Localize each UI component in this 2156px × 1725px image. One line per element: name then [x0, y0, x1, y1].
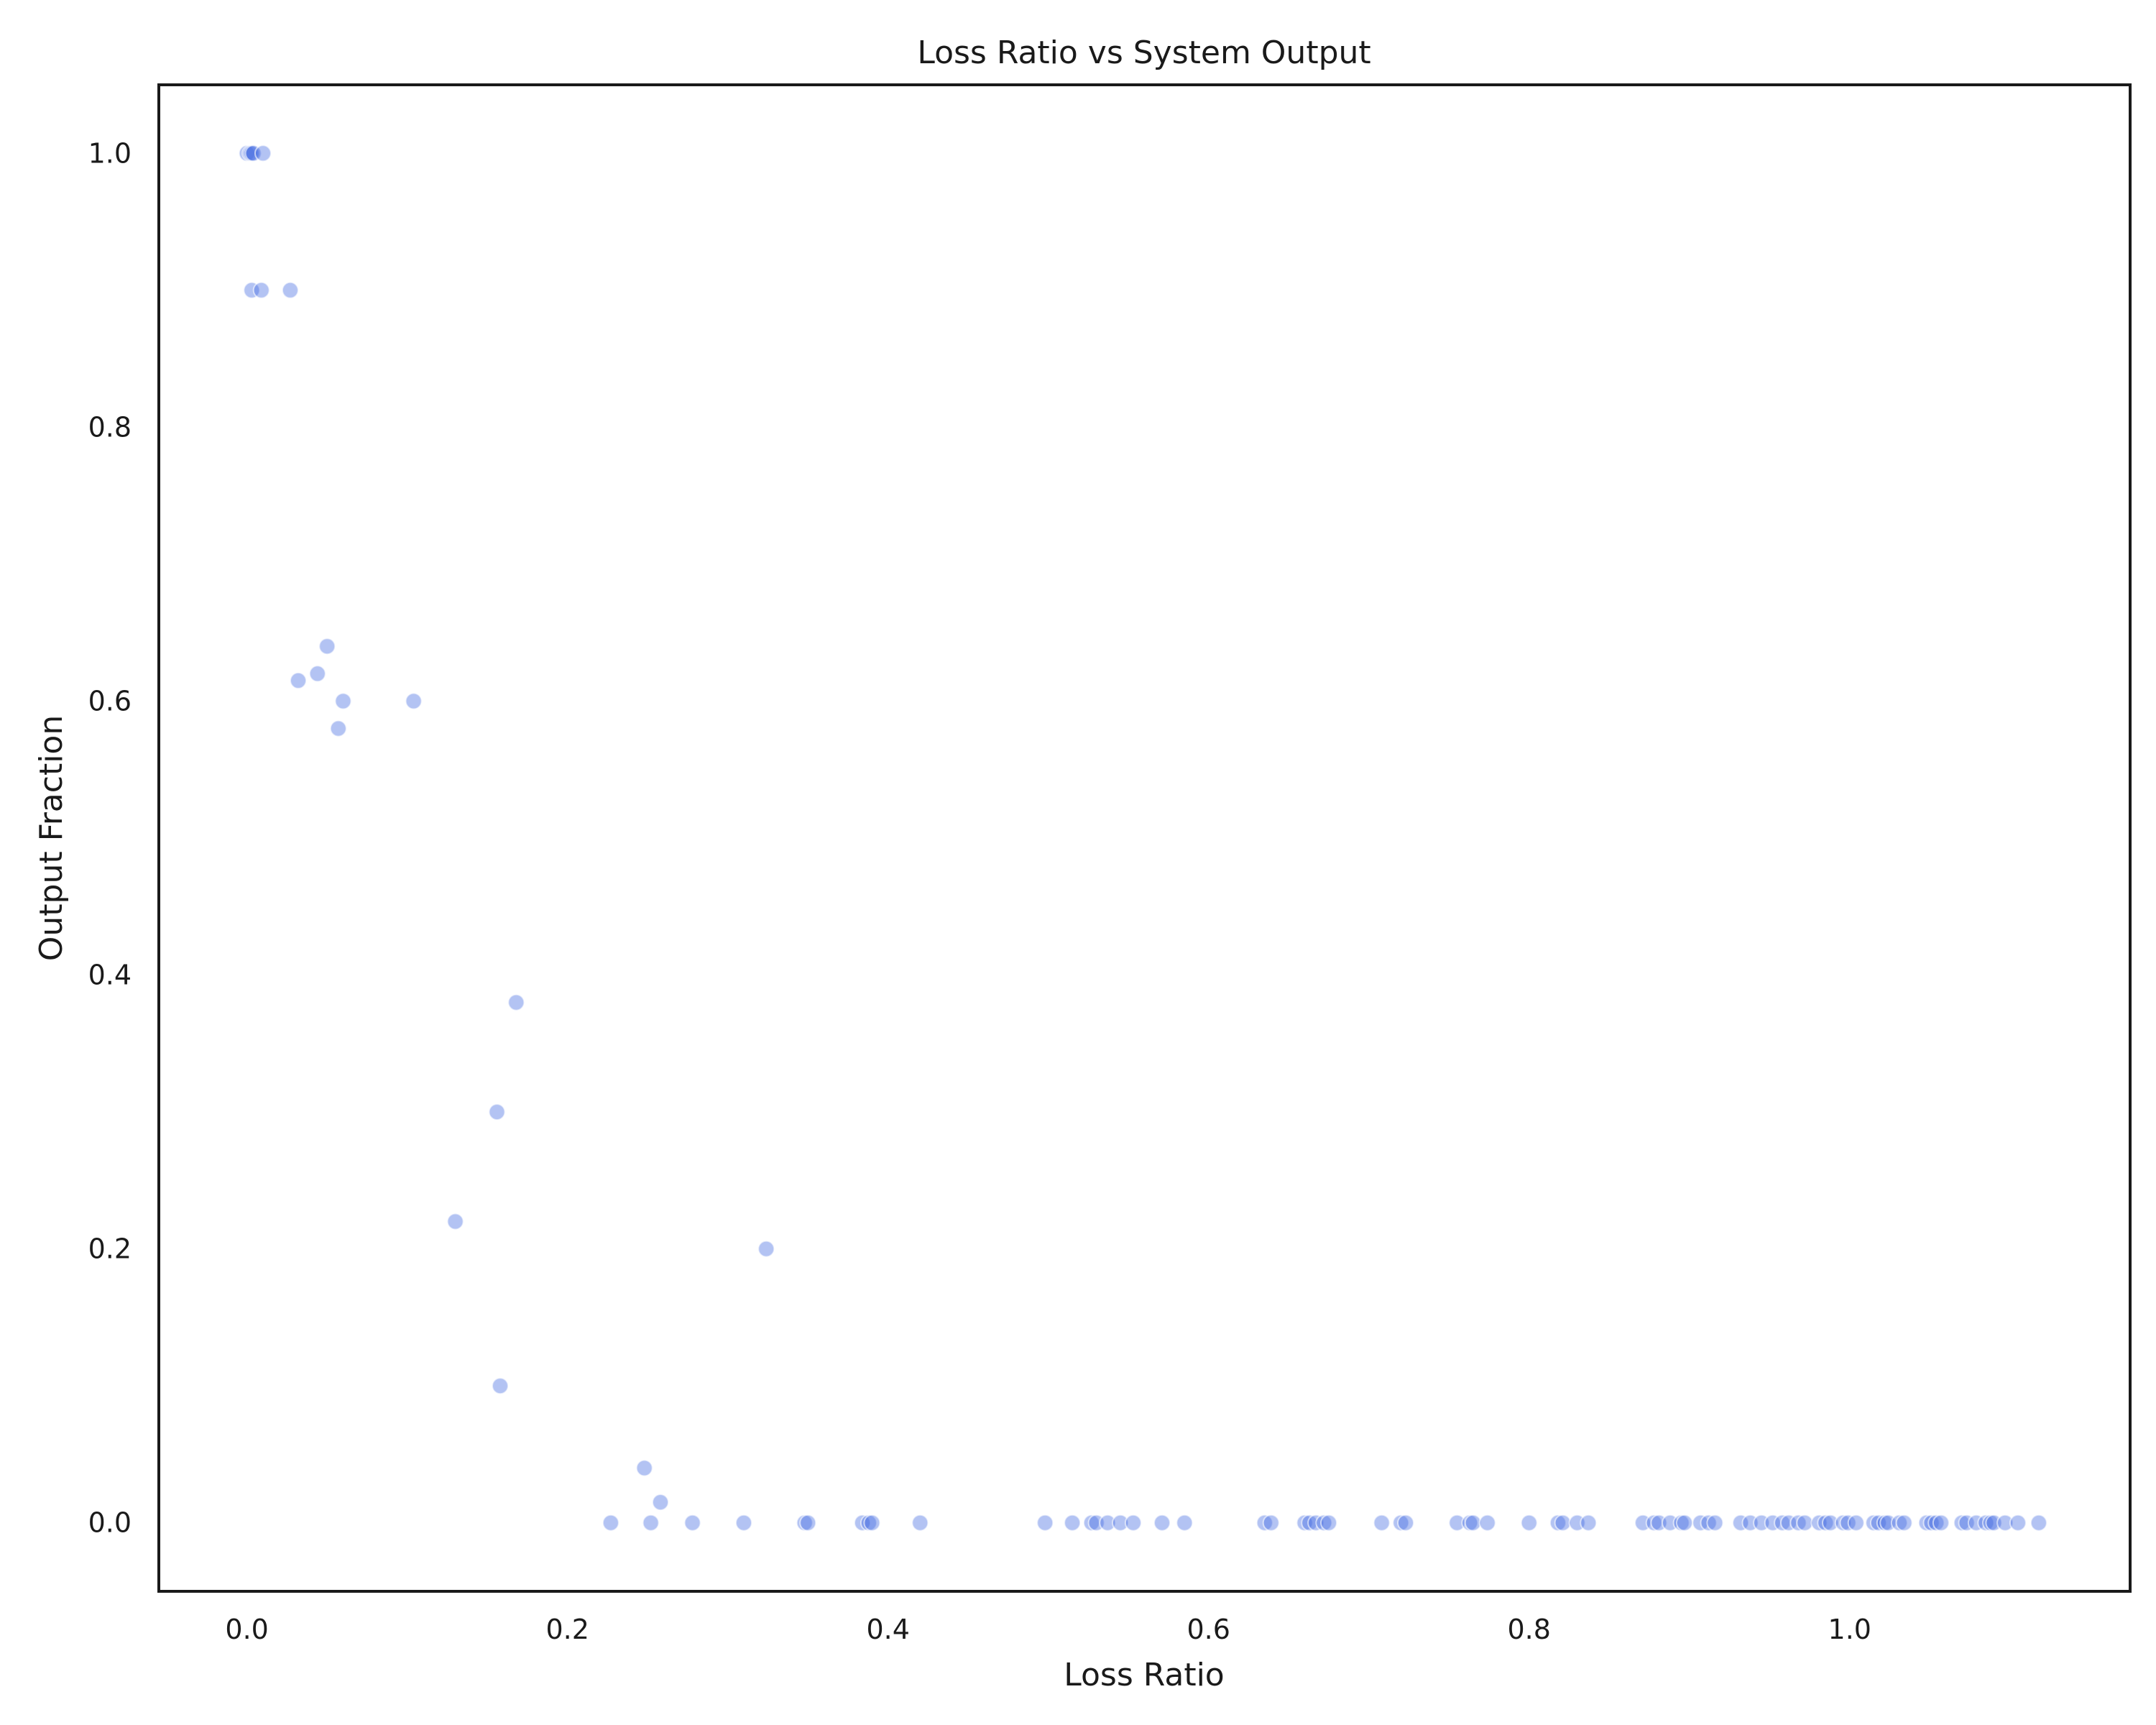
y-tick-label: 0.0: [88, 1507, 132, 1539]
y-tick-label: 0.4: [88, 960, 132, 991]
data-point: [507, 993, 525, 1011]
data-point: [1834, 1514, 1852, 1532]
data-point: [1262, 1514, 1280, 1532]
y-axis-label: Output Fraction: [33, 715, 70, 961]
data-point: [1706, 1514, 1724, 1532]
data-point: [252, 281, 270, 299]
data-point: [1700, 1514, 1718, 1532]
data-point: [405, 692, 423, 710]
data-point: [1676, 1514, 1693, 1532]
x-tick-label: 0.2: [545, 1614, 589, 1645]
data-point: [254, 144, 272, 162]
data-point: [244, 144, 262, 162]
y-tick-label: 0.8: [88, 411, 132, 443]
data-point: [799, 1514, 817, 1532]
data-point: [1967, 1514, 1985, 1532]
data-point: [1256, 1514, 1273, 1532]
data-point: [1732, 1514, 1750, 1532]
data-point: [1301, 1514, 1319, 1532]
data-point: [863, 1514, 881, 1532]
data-point: [635, 1459, 653, 1477]
data-point: [446, 1213, 464, 1230]
y-tick-label: 0.6: [88, 685, 132, 717]
data-point: [1580, 1514, 1598, 1532]
x-tick-label: 0.0: [225, 1614, 268, 1645]
data-point: [1099, 1514, 1117, 1532]
data-point: [1927, 1514, 1945, 1532]
data-point: [1373, 1514, 1391, 1532]
data-point: [1847, 1514, 1865, 1532]
x-tick-label: 0.6: [1187, 1614, 1230, 1645]
data-point: [1112, 1514, 1129, 1532]
data-point: [290, 671, 307, 689]
data-point: [318, 638, 336, 656]
x-axis-label: Loss Ratio: [1064, 1657, 1224, 1693]
data-point: [488, 1103, 506, 1121]
data-point: [683, 1514, 701, 1532]
data-point: [1397, 1514, 1414, 1532]
x-tick-label: 0.4: [866, 1614, 909, 1645]
data-point: [1822, 1514, 1839, 1532]
data-point: [652, 1494, 669, 1512]
x-tick-label: 1.0: [1828, 1614, 1871, 1645]
data-point: [334, 692, 352, 710]
data-point: [243, 281, 261, 299]
data-point: [1789, 1514, 1807, 1532]
data-point: [1124, 1514, 1142, 1532]
data-point: [1953, 1514, 1971, 1532]
data-point: [329, 719, 347, 737]
data-point: [2009, 1514, 2027, 1532]
data-point: [1464, 1514, 1482, 1532]
y-axis-ticks: 0.0 0.2 0.4 0.6 0.8 1.0: [88, 137, 132, 1538]
x-axis-ticks: 0.0 0.2 0.4 0.6 0.8 1.0: [225, 1614, 1871, 1645]
data-point: [1554, 1514, 1572, 1532]
data-point: [1932, 1514, 1950, 1532]
data-point: [1817, 1514, 1835, 1532]
data-point: [1958, 1514, 1976, 1532]
data-point: [492, 1377, 509, 1395]
y-tick-label: 1.0: [88, 137, 132, 169]
data-point: [1153, 1514, 1171, 1532]
data-point: [1478, 1514, 1496, 1532]
data-point: [1917, 1514, 1935, 1532]
data-point: [642, 1514, 660, 1532]
data-point: [1890, 1514, 1908, 1532]
chart-title: Loss Ratio vs System Output: [917, 34, 1370, 71]
data-point: [602, 1514, 619, 1532]
data-point: [1320, 1514, 1337, 1532]
data-point: [735, 1514, 752, 1532]
data-point: [1895, 1514, 1913, 1532]
plot-frame: [157, 83, 2132, 1593]
data-point: [1176, 1514, 1194, 1532]
data-point: [1996, 1514, 2014, 1532]
data-points: [238, 144, 2047, 1532]
data-point: [281, 281, 299, 299]
data-point: [1520, 1514, 1538, 1532]
data-point: [1392, 1514, 1410, 1532]
data-point: [1549, 1514, 1567, 1532]
data-point: [1796, 1514, 1814, 1532]
data-point: [308, 665, 326, 683]
data-point: [757, 1240, 775, 1258]
data-point: [1869, 1514, 1887, 1532]
y-tick-label: 0.2: [88, 1233, 132, 1265]
data-point: [2030, 1514, 2047, 1532]
data-point: [854, 1514, 871, 1532]
data-point: [1315, 1514, 1333, 1532]
data-point: [1036, 1514, 1054, 1532]
data-point: [911, 1514, 929, 1532]
x-tick-label: 0.8: [1508, 1614, 1551, 1645]
data-point: [1922, 1514, 1940, 1532]
data-point: [1064, 1514, 1082, 1532]
